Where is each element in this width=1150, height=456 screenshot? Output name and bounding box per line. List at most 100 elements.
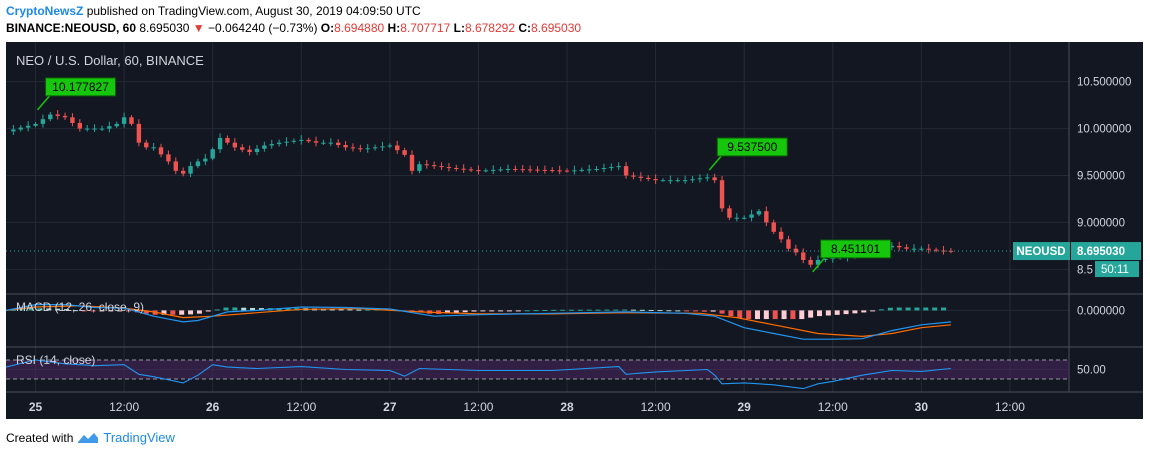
macd-histogram-bar: [816, 310, 822, 317]
candle-body: [321, 142, 326, 144]
candle-body: [328, 142, 334, 144]
macd-histogram-bar: [604, 309, 610, 311]
macd-histogram-bar: [10, 309, 16, 311]
low-label: L:: [453, 21, 465, 35]
candle-body: [926, 248, 931, 250]
candle-body: [114, 123, 119, 127]
candle-body: [144, 142, 149, 148]
candle-body: [483, 170, 489, 172]
candle-body: [439, 166, 444, 168]
candle-body: [830, 258, 835, 260]
time-axis-label: 27: [383, 400, 397, 414]
candle-body: [343, 145, 348, 148]
macd-histogram-bar: [179, 310, 185, 315]
macd-histogram-bar: [896, 307, 902, 311]
candle-body: [542, 169, 548, 171]
macd-histogram-bar: [356, 309, 362, 311]
candle-body: [291, 140, 297, 142]
macd-signal-line: [6, 305, 951, 338]
candle-body: [107, 126, 112, 129]
price-axis-label: 8.5: [1077, 264, 1093, 276]
candle-body: [395, 145, 400, 151]
macd-histogram-bar: [506, 310, 512, 312]
chart-area[interactable]: 10.177827 9.537500 8.451101 NEO / U.S. Doll…: [6, 42, 1143, 419]
macd-histogram-bar: [701, 310, 707, 312]
time-axis-label: 12:00: [995, 400, 1025, 414]
macd-histogram-bar: [586, 309, 592, 311]
candle-body: [254, 148, 260, 153]
candle-body: [808, 259, 813, 265]
price-annotation-box[interactable]: [716, 137, 788, 157]
down-arrow-icon: ▼: [192, 21, 205, 35]
candle-body: [158, 147, 164, 155]
macd-histogram-bar: [887, 307, 893, 311]
macd-histogram-bar: [772, 310, 778, 320]
macd-histogram-bar: [46, 308, 52, 311]
candle-body: [313, 141, 319, 143]
macd-histogram-bar: [923, 307, 929, 311]
candle-body: [77, 122, 83, 129]
macd-histogram-bar: [214, 309, 220, 311]
macd-histogram-bar: [533, 310, 539, 312]
macd-histogram-bar: [914, 307, 920, 311]
candle-body: [18, 127, 23, 130]
macd-histogram-bar: [834, 310, 840, 315]
candle-body: [372, 147, 378, 149]
candle-body: [586, 169, 592, 171]
candle-body: [675, 180, 680, 182]
macd-histogram-bar: [878, 309, 884, 311]
candle-body: [786, 239, 791, 249]
macd-histogram-bar: [232, 307, 238, 311]
candle-body: [284, 141, 289, 143]
time-axis-label: 29: [738, 400, 752, 414]
candle-body: [417, 164, 422, 171]
candle-body: [195, 161, 201, 167]
candle-body: [40, 119, 46, 124]
candle-body: [778, 231, 784, 240]
candle-body: [55, 114, 60, 116]
candle-body: [129, 117, 134, 124]
candle-body: [62, 115, 68, 118]
macd-histogram-bar: [905, 307, 911, 311]
macd-histogram-bar: [622, 309, 628, 311]
candle-body: [461, 168, 466, 170]
macd-histogram-bar: [462, 310, 468, 313]
symbol-badge-bg[interactable]: [1013, 242, 1070, 261]
candle-body: [594, 168, 599, 170]
tradingview-logo-icon: [78, 432, 99, 443]
candle-body: [431, 165, 437, 167]
price-annotation-box[interactable]: [820, 239, 892, 259]
macd-histogram-bar: [595, 309, 601, 311]
macd-histogram-bar: [453, 310, 459, 313]
candle-body: [468, 169, 474, 171]
annotation-pointer: [36, 95, 51, 111]
candle-body: [203, 158, 208, 162]
price-annotation-box[interactable]: [45, 77, 117, 97]
candle-body: [513, 168, 518, 170]
candle-body: [557, 170, 562, 172]
macd-histogram-bar: [613, 309, 619, 311]
tradingview-brand[interactable]: TradingView: [103, 430, 175, 445]
macd-histogram-bar: [471, 310, 477, 312]
close-label: C:: [518, 21, 532, 35]
candle-body: [719, 180, 725, 209]
macd-histogram-bar: [81, 310, 87, 312]
candle-body: [180, 170, 186, 174]
author-name[interactable]: CryptoNewsZ: [6, 4, 84, 18]
macd-histogram-bar: [444, 310, 450, 314]
macd-histogram-bar: [524, 310, 530, 312]
candle-body: [11, 129, 16, 132]
candle-body: [446, 167, 452, 169]
candle-body: [402, 150, 407, 155]
macd-histogram-bar: [728, 310, 734, 317]
candle-body: [454, 168, 459, 169]
candle-body: [690, 179, 695, 181]
macd-histogram-bar: [188, 310, 194, 315]
candle-body: [609, 167, 614, 169]
macd-histogram-bar: [577, 309, 583, 311]
candle-body: [527, 169, 533, 171]
macd-line: [6, 304, 951, 340]
macd-histogram-bar: [28, 308, 34, 311]
macd-histogram-bar: [568, 309, 574, 311]
candle-body: [166, 154, 171, 162]
